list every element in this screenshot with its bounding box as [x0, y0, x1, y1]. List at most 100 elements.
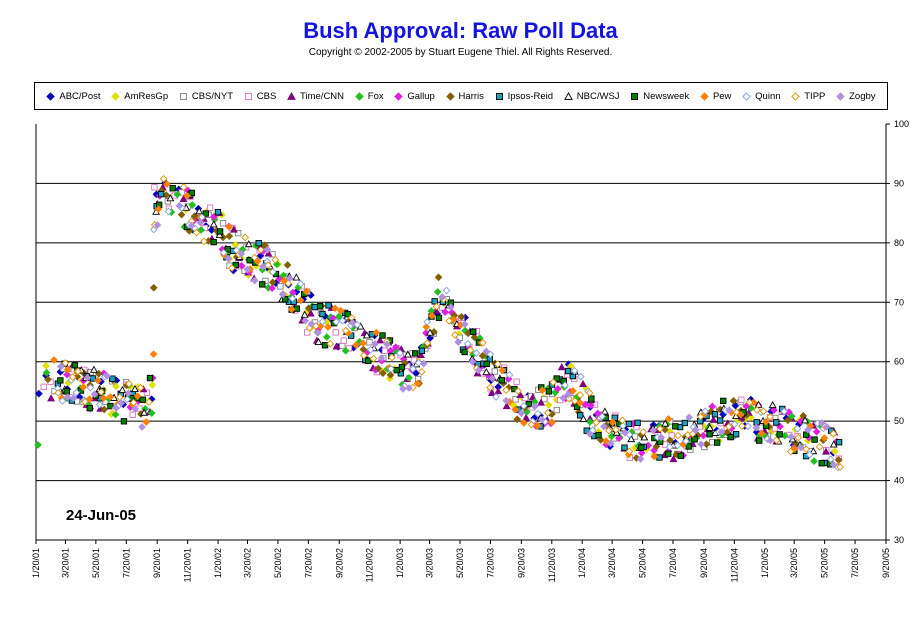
x-tick-label: 7/20/02 [303, 548, 313, 578]
data-point [287, 305, 296, 314]
data-point [826, 455, 835, 464]
data-point [207, 226, 216, 234]
data-point [63, 393, 72, 402]
data-point [672, 423, 679, 430]
legend-marker [355, 91, 364, 101]
data-point [602, 437, 610, 445]
data-point [478, 351, 487, 360]
data-point [441, 308, 450, 316]
data-point [318, 317, 327, 326]
legend-label: CBS/NYT [191, 90, 234, 102]
data-point [169, 185, 176, 192]
data-point [691, 436, 698, 443]
series-fox [42, 190, 824, 465]
data-point [405, 373, 413, 382]
data-point [784, 416, 792, 425]
data-point [725, 406, 734, 414]
data-point [131, 405, 140, 413]
data-point [326, 339, 335, 348]
data-point [520, 419, 528, 427]
legend-marker-icon [244, 92, 252, 100]
legend-item: Ipsos-Reid [495, 91, 553, 102]
data-point [190, 212, 199, 220]
data-point [149, 283, 158, 292]
data-point [250, 276, 259, 285]
data-point [553, 384, 562, 393]
data-point [115, 393, 124, 402]
data-point [579, 379, 587, 388]
data-point [393, 366, 400, 374]
legend-marker-icon [394, 91, 404, 101]
data-point [175, 201, 184, 210]
x-tick-label: 7/20/03 [485, 548, 495, 578]
data-point [706, 431, 713, 438]
data-point [820, 434, 829, 442]
data-point [325, 302, 332, 309]
data-point [752, 423, 761, 432]
data-point [483, 360, 490, 368]
data-point [145, 398, 153, 406]
data-point [803, 431, 810, 438]
data-point [216, 228, 224, 235]
data-point [494, 387, 503, 395]
data-point [470, 328, 477, 335]
copyright-subtitle: Copyright © 2002-2005 by Stuart Eugene T… [308, 47, 613, 58]
data-point [711, 411, 719, 418]
x-tick-label: 11/20/02 [365, 548, 375, 582]
legend-item: NBC/WSJ [563, 91, 620, 102]
data-point [836, 463, 845, 471]
data-point [557, 363, 566, 371]
data-point [618, 416, 627, 425]
data-point [434, 273, 443, 282]
data-point [829, 460, 838, 469]
data-point [505, 371, 514, 379]
data-point [762, 417, 770, 426]
data-point [296, 279, 305, 288]
legend-marker [495, 92, 503, 100]
data-point [525, 400, 532, 408]
data-point [103, 372, 111, 380]
legend-label: Zogby [849, 90, 876, 102]
data-point [829, 440, 838, 448]
x-tick-label: 3/20/04 [607, 548, 617, 578]
data-point [179, 194, 188, 202]
data-point [97, 388, 105, 396]
data-point [360, 351, 368, 360]
data-point [268, 278, 277, 287]
date-stamp: 24-Jun-05 [66, 507, 137, 524]
data-point [34, 441, 42, 449]
legend-marker-icon [631, 92, 639, 100]
data-point [796, 443, 805, 452]
y-tick-label: 70 [894, 297, 904, 307]
data-point [656, 454, 663, 461]
data-point [153, 221, 162, 229]
data-point [35, 389, 43, 398]
legend-item: Harris [445, 91, 484, 102]
legend-item: CBS [244, 91, 276, 102]
data-point [129, 398, 138, 407]
data-point [314, 328, 322, 337]
legend-marker-icon [791, 91, 800, 101]
data-point [377, 354, 386, 362]
data-point [151, 184, 158, 191]
legend-marker-icon [355, 91, 364, 101]
data-point [461, 348, 468, 356]
data-point [196, 218, 205, 227]
data-point [307, 320, 316, 328]
data-point [669, 454, 678, 463]
data-point [829, 429, 838, 438]
data-point [63, 365, 72, 374]
data-point [107, 402, 114, 410]
data-point [657, 433, 666, 442]
data-point [474, 366, 483, 375]
data-point [154, 205, 163, 214]
data-point [753, 406, 761, 414]
data-point [142, 418, 151, 426]
x-tick-label: 5/20/01 [91, 548, 101, 578]
data-point [139, 396, 146, 403]
legend-marker-icon [836, 91, 845, 101]
data-point [388, 353, 396, 362]
data-point [411, 350, 419, 357]
legend-item: Fox [355, 91, 384, 102]
